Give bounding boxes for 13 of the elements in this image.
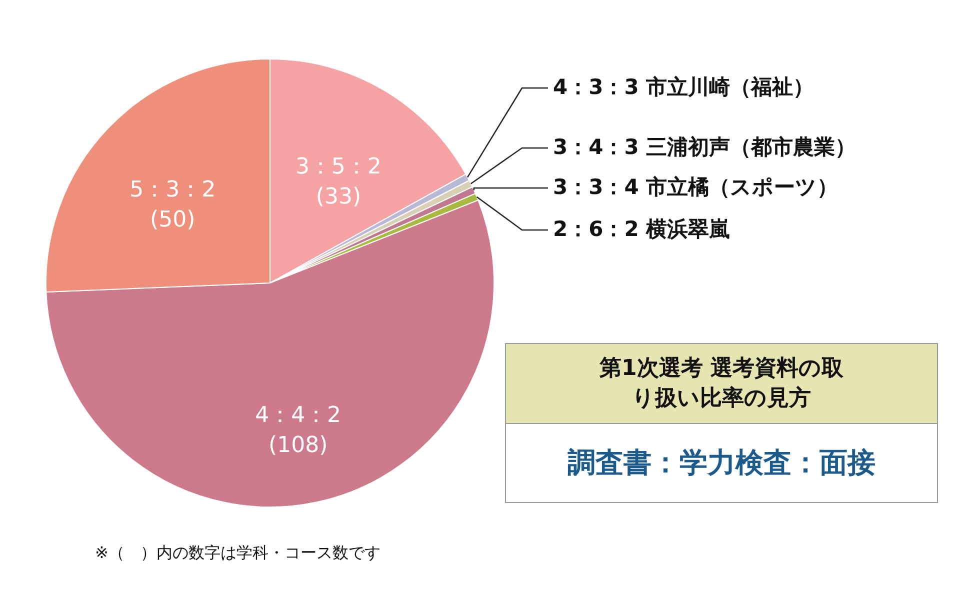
slice-label: 4：3：3 市立川崎（福祉） xyxy=(553,75,814,99)
slice-label: 3：3：4 市立橘（スポーツ） xyxy=(553,175,838,199)
text: ※（ ）内の数字は学科・コース数です xyxy=(95,543,380,564)
slice-label: 3：4：3 三浦初声（都市農業） xyxy=(553,135,856,159)
slice-label: 4：4：2 xyxy=(255,403,342,428)
slice-label: 3：5：2 xyxy=(295,154,382,180)
slice-label: 5：3：2 xyxy=(130,177,216,202)
data-label: (50) xyxy=(150,207,196,232)
data-label: (33) xyxy=(316,184,362,210)
text: 調査書：学力検査：面接 xyxy=(566,445,876,481)
data-label: (108) xyxy=(268,433,328,458)
text: 第1次選考 選考資料の取り扱い比率の見方 xyxy=(506,344,937,424)
slice-label: 2：6：2 横浜翠嵐 xyxy=(553,217,730,241)
